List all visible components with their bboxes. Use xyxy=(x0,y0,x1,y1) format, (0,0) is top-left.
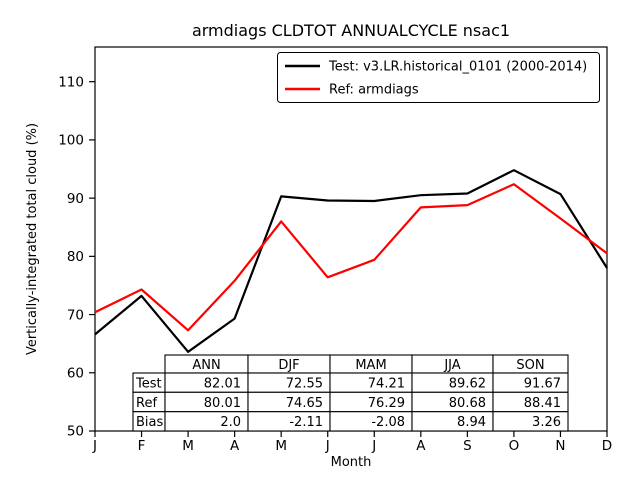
ref-series-line xyxy=(94,183,608,332)
x-tick-label: J xyxy=(325,438,330,454)
x-tick-label: J xyxy=(92,438,97,454)
table-value: 80.01 xyxy=(204,396,241,411)
table-header-label: MAM xyxy=(355,358,386,373)
y-tick-label: 110 xyxy=(58,74,84,90)
y-tick-label: 100 xyxy=(58,133,84,149)
x-tick-label: D xyxy=(602,438,612,454)
table-value: 74.21 xyxy=(368,377,405,392)
y-tick-label: 50 xyxy=(67,424,84,440)
table-header-label: JJA xyxy=(443,358,460,373)
stats-table: ANN DJF MAM JJA SON Test 82.01 72.55 74.21 89.62 9… xyxy=(132,354,569,432)
table-value: 82.01 xyxy=(204,377,241,392)
table-value: 88.41 xyxy=(524,396,561,411)
test-legend-label: Test: v3.LR.historical_0101 (2000-2014) xyxy=(328,60,587,75)
x-tick-label: F xyxy=(138,438,146,454)
y-tick-label: 60 xyxy=(67,366,84,382)
legend-frame xyxy=(277,52,600,103)
table-value-cell xyxy=(492,411,569,432)
x-tick-label: N xyxy=(555,438,565,454)
x-tick-label: A xyxy=(416,438,426,454)
x-tick-label: M xyxy=(275,438,287,454)
series-lines xyxy=(94,169,608,353)
table-value: 89.62 xyxy=(449,377,486,392)
table-header-label: ANN xyxy=(192,358,220,373)
table-row-label: Bias xyxy=(136,415,163,430)
table-value: 80.68 xyxy=(449,396,486,411)
y-axis: 50 60 70 80 90 100 110 xyxy=(58,74,95,440)
table-header-label: SON xyxy=(516,358,544,373)
y-tick-label: 70 xyxy=(67,307,84,323)
y-axis-label: Vertically-integrated total cloud (%) xyxy=(25,123,40,355)
table-value: 91.67 xyxy=(524,377,561,392)
y-tick-label: 80 xyxy=(67,249,84,265)
table-value: -2.08 xyxy=(371,415,405,430)
x-tick-label: M xyxy=(182,438,194,454)
table-value: -2.11 xyxy=(289,415,323,430)
chart-title: armdiags CLDTOT ANNUALCYCLE nsac1 xyxy=(192,21,510,40)
table-value: 76.29 xyxy=(368,396,405,411)
table-value: 8.94 xyxy=(457,415,486,430)
y-tick-label: 90 xyxy=(67,191,84,207)
table-value: 74.65 xyxy=(286,396,323,411)
table-header-label: DJF xyxy=(278,358,299,373)
table-value: 2.0 xyxy=(220,415,241,430)
table-value: 3.26 xyxy=(532,415,561,430)
x-tick-label: A xyxy=(230,438,240,454)
legend: Test: v3.LR.historical_0101 (2000-2014) R… xyxy=(277,52,600,103)
x-tick-label: J xyxy=(371,438,376,454)
x-tick-label: S xyxy=(463,438,472,454)
ref-legend-label: Ref: armdiags xyxy=(329,83,419,98)
table-row-label: Test xyxy=(135,377,162,392)
table-value: 72.55 xyxy=(286,377,323,392)
x-axis-label: Month xyxy=(331,455,372,470)
x-tick-label: O xyxy=(509,438,520,454)
table-row-label: Ref xyxy=(136,396,157,411)
test-series-line xyxy=(94,169,608,353)
